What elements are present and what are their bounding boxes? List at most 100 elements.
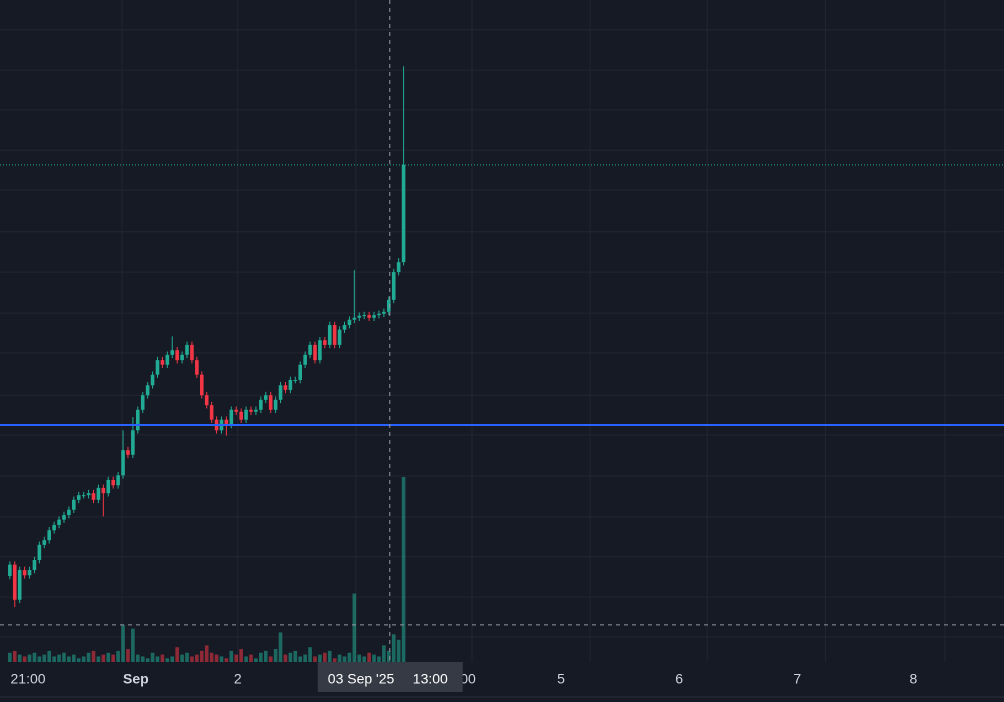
volume-bar	[234, 654, 239, 662]
crosshair-date: 03 Sep '25	[328, 671, 395, 687]
volume-bar	[298, 656, 303, 662]
candle-body	[91, 493, 96, 500]
candle-body	[352, 317, 357, 320]
x-tick-label: 5	[557, 671, 565, 687]
candle-body	[382, 311, 386, 314]
candle-body	[323, 340, 327, 345]
candle-body	[17, 569, 22, 600]
volume-bar	[372, 654, 376, 662]
volume-bar	[140, 656, 145, 662]
candle-body	[47, 530, 52, 541]
volume-bar	[131, 628, 135, 662]
volume-bar	[229, 650, 234, 662]
volume-bar	[199, 650, 204, 662]
volume-bar	[254, 658, 258, 662]
volume-bar	[278, 632, 283, 662]
volume-bar	[288, 652, 293, 662]
candle-body	[32, 560, 37, 570]
candle-body	[140, 395, 145, 410]
volume-bar	[62, 652, 66, 662]
candle-body	[332, 325, 337, 345]
volume-bar	[67, 656, 71, 662]
candle-body	[249, 409, 253, 412]
x-tick-label: 6	[675, 671, 683, 687]
candle-body	[259, 399, 263, 410]
candle-body	[52, 524, 56, 531]
candle-body	[136, 409, 140, 431]
volume-bar	[327, 650, 332, 662]
volume-bar	[239, 649, 243, 662]
x-tick-label: 8	[910, 671, 918, 687]
volume-bar	[136, 654, 140, 662]
candle-body	[283, 385, 288, 390]
candle-body	[86, 493, 91, 496]
candle-body	[204, 395, 209, 406]
candle-body	[195, 360, 199, 375]
candle-body	[160, 360, 165, 365]
candle-body	[288, 379, 293, 390]
candle-body	[126, 450, 130, 455]
volume-bar	[190, 656, 194, 662]
volume-bar	[126, 649, 130, 662]
volume-bar	[357, 654, 362, 662]
volume-bar	[283, 654, 288, 662]
candle-body	[145, 385, 150, 396]
candle-body	[254, 409, 258, 412]
candle-body	[337, 329, 342, 345]
candle-body	[244, 409, 248, 420]
candle-body	[96, 487, 101, 500]
volume-bar	[382, 645, 386, 662]
candle-body	[131, 430, 135, 455]
candle-body	[342, 325, 347, 330]
candle-body	[367, 315, 371, 318]
volume-bar	[52, 656, 56, 662]
candle-body	[170, 350, 175, 355]
volume-bar	[22, 656, 27, 662]
volume-bar	[352, 593, 357, 662]
volume-bar	[347, 652, 352, 662]
candle-body	[273, 399, 278, 410]
candle-body	[67, 509, 71, 516]
volume-bar	[204, 645, 209, 662]
candle-body	[327, 325, 332, 345]
x-tick-label: 7	[793, 671, 801, 687]
volume-bar	[175, 647, 179, 662]
candle-body	[185, 344, 189, 355]
x-tick-label: 00	[460, 671, 476, 687]
candle-body	[199, 374, 204, 396]
volume-bar	[337, 654, 342, 662]
crosshair-label-box	[317, 662, 463, 692]
candle-body	[111, 479, 115, 486]
volume-bar	[214, 654, 219, 662]
volume-bar	[244, 656, 248, 662]
candle-body	[37, 544, 42, 561]
volume-bar	[323, 652, 327, 662]
volume-bar	[396, 639, 401, 662]
volume-bar	[362, 656, 366, 662]
volume-bar	[224, 658, 229, 662]
candle-body	[190, 344, 194, 361]
candle-body	[308, 344, 312, 355]
volume-bar	[106, 652, 111, 662]
candle-body	[76, 495, 81, 500]
volume-bar	[332, 658, 337, 662]
volume-bar	[47, 650, 52, 662]
volume-bar	[111, 654, 115, 662]
candle-body	[387, 299, 391, 312]
candle-body	[372, 315, 376, 318]
candle-body	[268, 395, 273, 410]
candle-body	[22, 569, 27, 576]
volume-bar	[42, 654, 47, 662]
volume-bar	[150, 652, 155, 662]
candle-body	[278, 385, 283, 400]
candle-body	[401, 164, 406, 263]
volume-bar	[263, 650, 268, 662]
candle-body	[12, 564, 17, 600]
candle-body	[42, 540, 47, 545]
x-tick-label: 21:00	[11, 671, 46, 687]
volume-bar	[377, 656, 381, 662]
volume-bar	[170, 656, 175, 662]
candle-body	[155, 360, 160, 375]
volume-bar	[219, 656, 224, 662]
